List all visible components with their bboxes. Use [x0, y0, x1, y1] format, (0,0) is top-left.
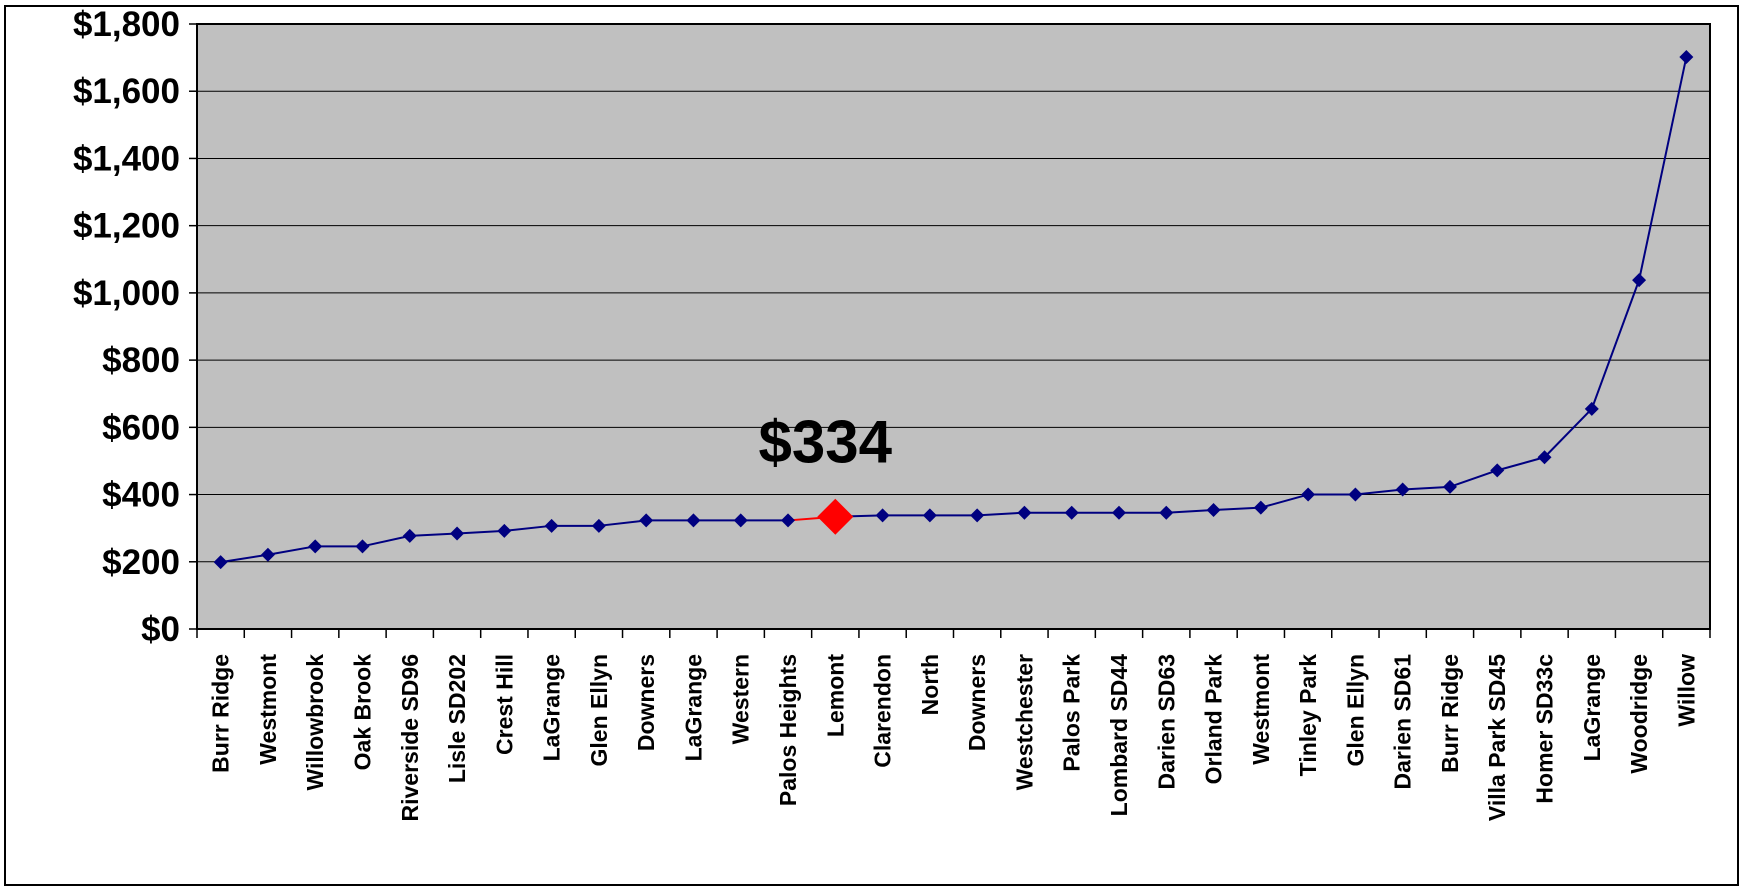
y-tick-label: $400 [102, 476, 180, 515]
x-tick-label: Lemont [822, 654, 848, 737]
y-tick-label: $1,200 [73, 207, 180, 246]
y-tick-label: $0 [141, 610, 180, 649]
x-tick-label: LaGrange [539, 654, 565, 761]
y-tick-label: $800 [102, 341, 180, 380]
x-tick-label: Darien SD63 [1153, 654, 1179, 790]
x-tick-label: Westmont [255, 654, 281, 765]
x-tick-label: Lisle SD202 [444, 654, 470, 783]
y-tick-label: $1,600 [73, 72, 180, 111]
y-tick-label: $600 [102, 408, 180, 447]
x-tick-label: Westmont [1248, 654, 1274, 765]
x-tick-label: Lombard SD44 [1106, 654, 1132, 817]
x-tick-label: Villa Park SD45 [1484, 654, 1510, 821]
x-tick-label: Tinley Park [1295, 654, 1321, 777]
x-tick-label: Glen Ellyn [586, 654, 612, 766]
x-tick-label: Homer SD33c [1532, 654, 1558, 804]
x-tick-label: Willow [1673, 654, 1699, 727]
x-tick-label: LaGrange [1579, 654, 1605, 761]
y-tick-label: $200 [102, 543, 180, 582]
x-tick-label: Glen Ellyn [1342, 654, 1368, 766]
x-tick-label: Western [728, 654, 754, 744]
x-tick-label: Downers [964, 654, 990, 751]
x-tick-label: Palos Park [1059, 654, 1085, 772]
x-tick-label: Palos Heights [775, 654, 801, 806]
x-tick-label: North [917, 654, 943, 715]
x-tick-label: Riverside SD96 [397, 654, 423, 821]
x-tick-label: Darien SD61 [1390, 654, 1416, 790]
plot-area [197, 24, 1710, 629]
x-tick-label: Clarendon [870, 654, 896, 768]
x-tick-label: Orland Park [1201, 654, 1227, 785]
x-tick-label: Willowbrook [302, 654, 328, 791]
x-tick-label: Burr Ridge [1437, 654, 1463, 773]
y-tick-label: $1,400 [73, 139, 180, 178]
y-tick-label: $1,800 [73, 5, 180, 44]
x-tick-label: Downers [633, 654, 659, 751]
y-tick-label: $1,000 [73, 274, 180, 313]
highlight-value-label: $334 [759, 409, 893, 476]
x-tick-label: Burr Ridge [208, 654, 234, 773]
x-tick-label: Westchester [1011, 654, 1037, 790]
x-tick-label: LaGrange [680, 654, 706, 761]
x-tick-label: Crest Hill [491, 654, 517, 755]
x-tick-label: Woodridge [1626, 654, 1652, 774]
x-tick-label: Oak Brook [349, 654, 375, 771]
